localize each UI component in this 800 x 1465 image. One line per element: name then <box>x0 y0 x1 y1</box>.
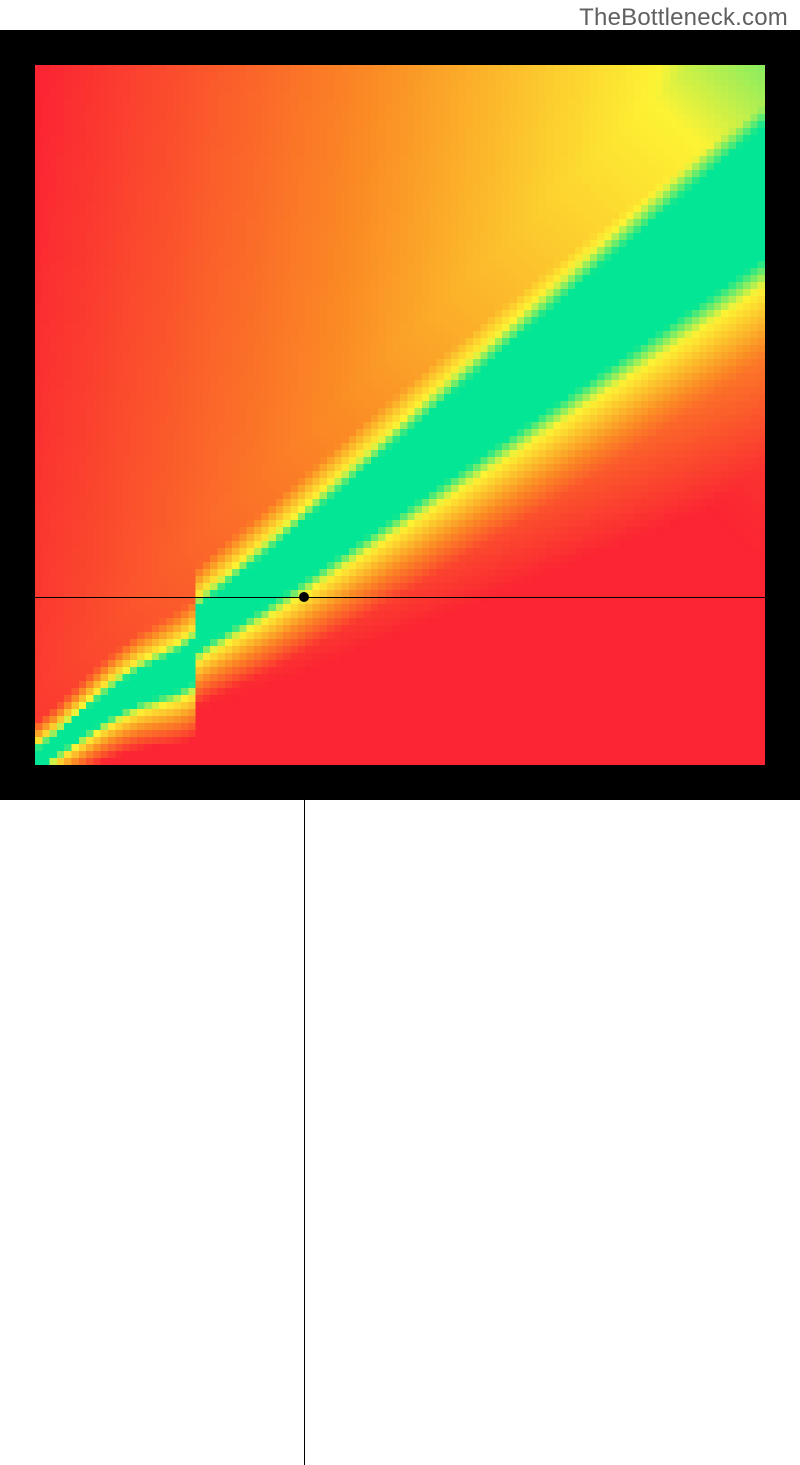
marker-dot <box>299 592 309 602</box>
chart-container: TheBottleneck.com <box>0 0 800 800</box>
plot-area <box>35 65 765 765</box>
watermark-text: TheBottleneck.com <box>579 4 788 32</box>
heatmap-canvas <box>35 65 765 765</box>
crosshair-horizontal <box>35 597 765 598</box>
outer-frame <box>0 30 800 800</box>
crosshair-vertical <box>304 765 305 1465</box>
